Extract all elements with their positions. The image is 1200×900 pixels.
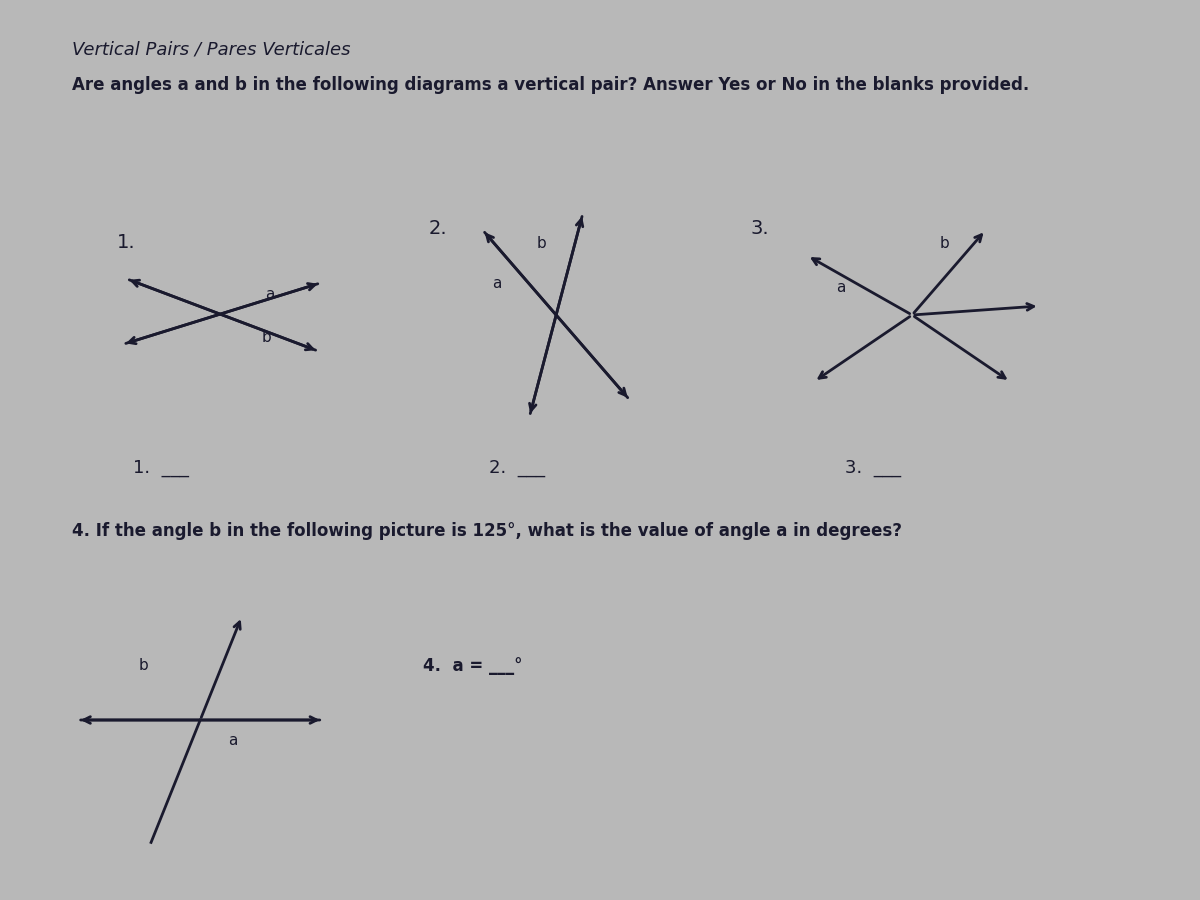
Text: a: a: [836, 281, 846, 295]
Text: b: b: [262, 330, 271, 345]
Text: a: a: [265, 287, 274, 302]
Text: 4.  a = ___°: 4. a = ___°: [422, 657, 522, 675]
Text: 1.: 1.: [116, 232, 136, 251]
Text: a: a: [228, 734, 238, 748]
Text: 2.: 2.: [428, 219, 446, 238]
Text: 2.  ___: 2. ___: [490, 459, 546, 477]
Text: Vertical Pairs / Pares Verticales: Vertical Pairs / Pares Verticales: [72, 40, 350, 58]
Text: 4. If the angle b in the following picture is 125°, what is the value of angle a: 4. If the angle b in the following pictu…: [72, 522, 902, 540]
Text: b: b: [139, 659, 149, 673]
Text: b: b: [536, 236, 546, 250]
Text: 3.  ___: 3. ___: [845, 459, 901, 477]
Text: a: a: [492, 276, 502, 291]
Text: b: b: [940, 236, 949, 250]
Text: 1.  ___: 1. ___: [133, 459, 190, 477]
Text: 3.: 3.: [751, 219, 769, 238]
Text: Are angles a and b in the following diagrams a vertical pair? Answer Yes or No i: Are angles a and b in the following diag…: [72, 76, 1030, 94]
